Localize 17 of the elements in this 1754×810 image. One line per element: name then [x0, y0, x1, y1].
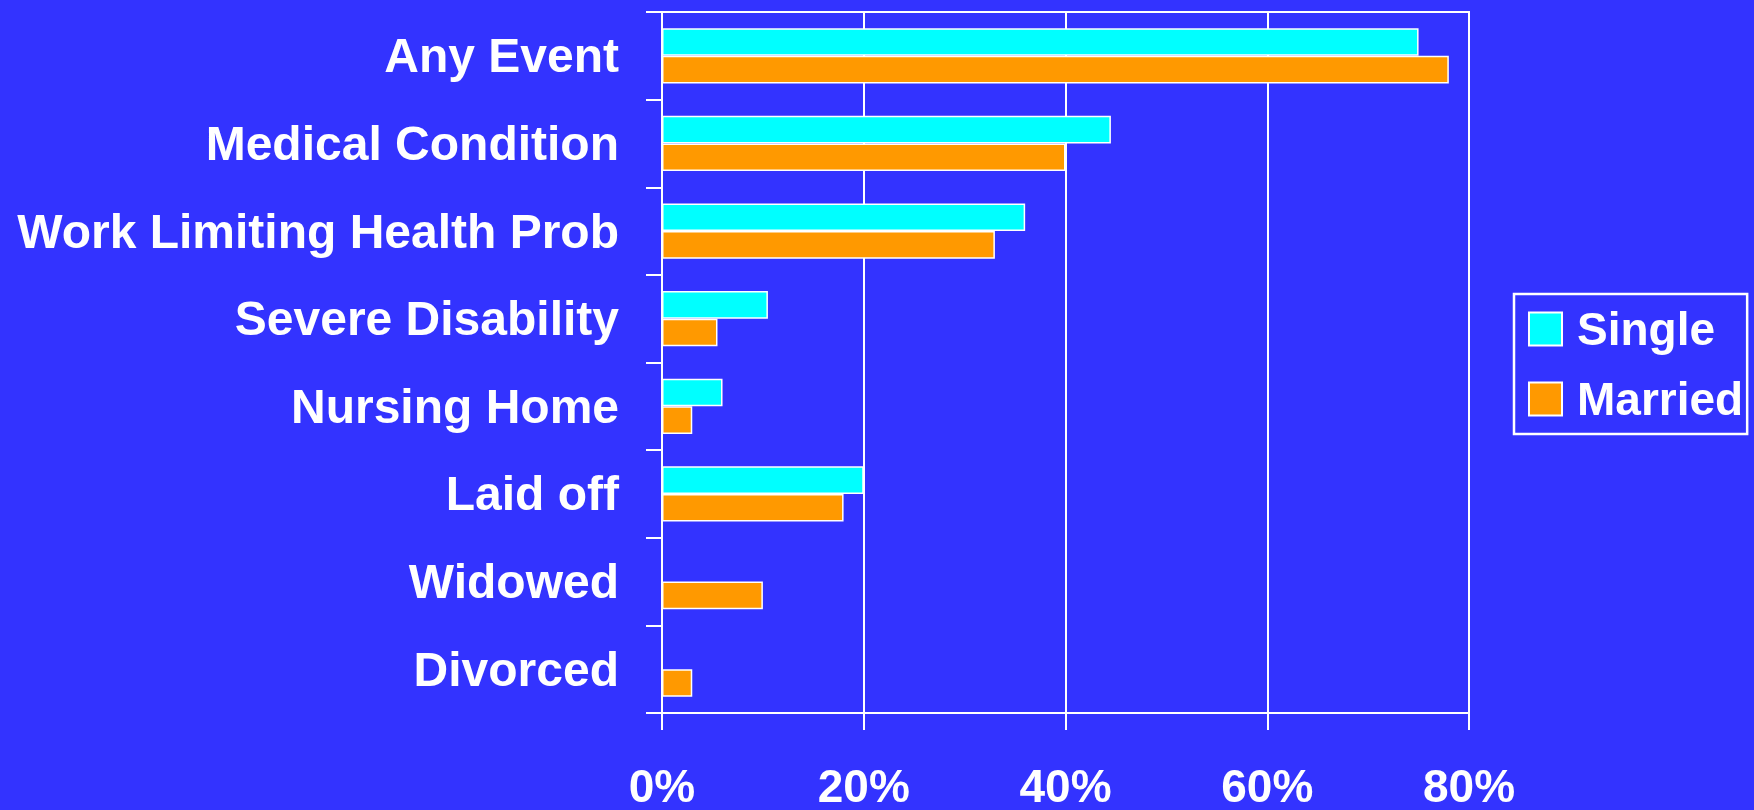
bar	[662, 581, 763, 610]
bar	[662, 669, 693, 697]
y-tick-label: Any Event	[384, 29, 620, 83]
x-tick-label: 20%	[817, 760, 910, 810]
legend-label: Married	[1577, 373, 1744, 425]
y-tick-label: Divorced	[413, 642, 619, 696]
x-tick-label: 60%	[1221, 760, 1314, 810]
y-tick-label: Work Limiting Health Prob	[17, 204, 619, 258]
y-tick-label: Nursing Home	[290, 379, 619, 433]
y-tick-label: Medical Condition	[205, 116, 619, 170]
x-tick-label: 80%	[1422, 760, 1516, 810]
x-tick-label: 40%	[1019, 760, 1112, 810]
y-tick-label: Widowed	[408, 555, 619, 609]
legend-label: Single	[1577, 303, 1716, 355]
x-tick-label: 0%	[628, 760, 696, 810]
y-tick-label: Severe Disability	[234, 292, 620, 346]
y-tick-label: Laid off	[445, 467, 621, 521]
